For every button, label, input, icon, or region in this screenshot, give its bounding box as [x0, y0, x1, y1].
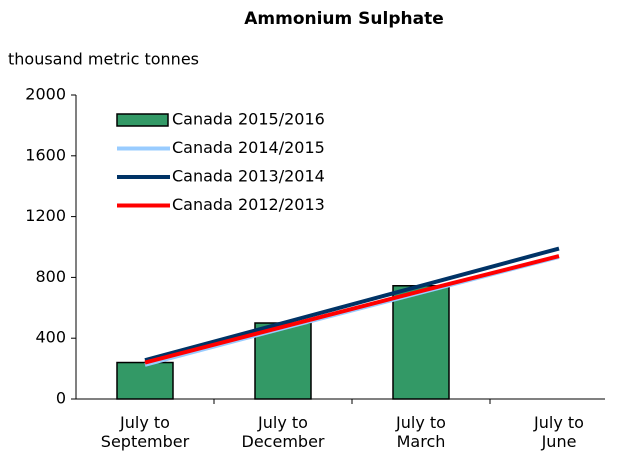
x-tick-label: July to March — [396, 413, 446, 451]
x-tick-label: July to December — [241, 413, 325, 451]
legend-label: Canada 2012/2013 — [172, 195, 325, 214]
x-tick-label: July to June — [534, 413, 584, 451]
bar — [116, 361, 174, 400]
legend-label: Canada 2013/2014 — [172, 167, 325, 186]
x-tick-label: July to September — [100, 413, 190, 451]
line — [144, 246, 560, 363]
legend-swatch — [116, 113, 169, 127]
bar — [392, 285, 450, 400]
legend-label: Canada 2015/2016 — [172, 110, 325, 129]
y-tick-label: 800 — [35, 267, 66, 286]
y-tick-label: 400 — [35, 328, 66, 347]
y-tick-label: 2000 — [25, 85, 66, 104]
line — [144, 254, 560, 365]
y-axis-label: thousand metric tonnes — [8, 50, 199, 69]
legend-label: Canada 2014/2015 — [172, 138, 325, 157]
y-tick-label: 0 — [56, 389, 66, 408]
y-tick-label: 1200 — [25, 206, 66, 225]
chart-title: Ammonium Sulphate — [244, 9, 444, 29]
y-tick-label: 1600 — [25, 145, 66, 164]
